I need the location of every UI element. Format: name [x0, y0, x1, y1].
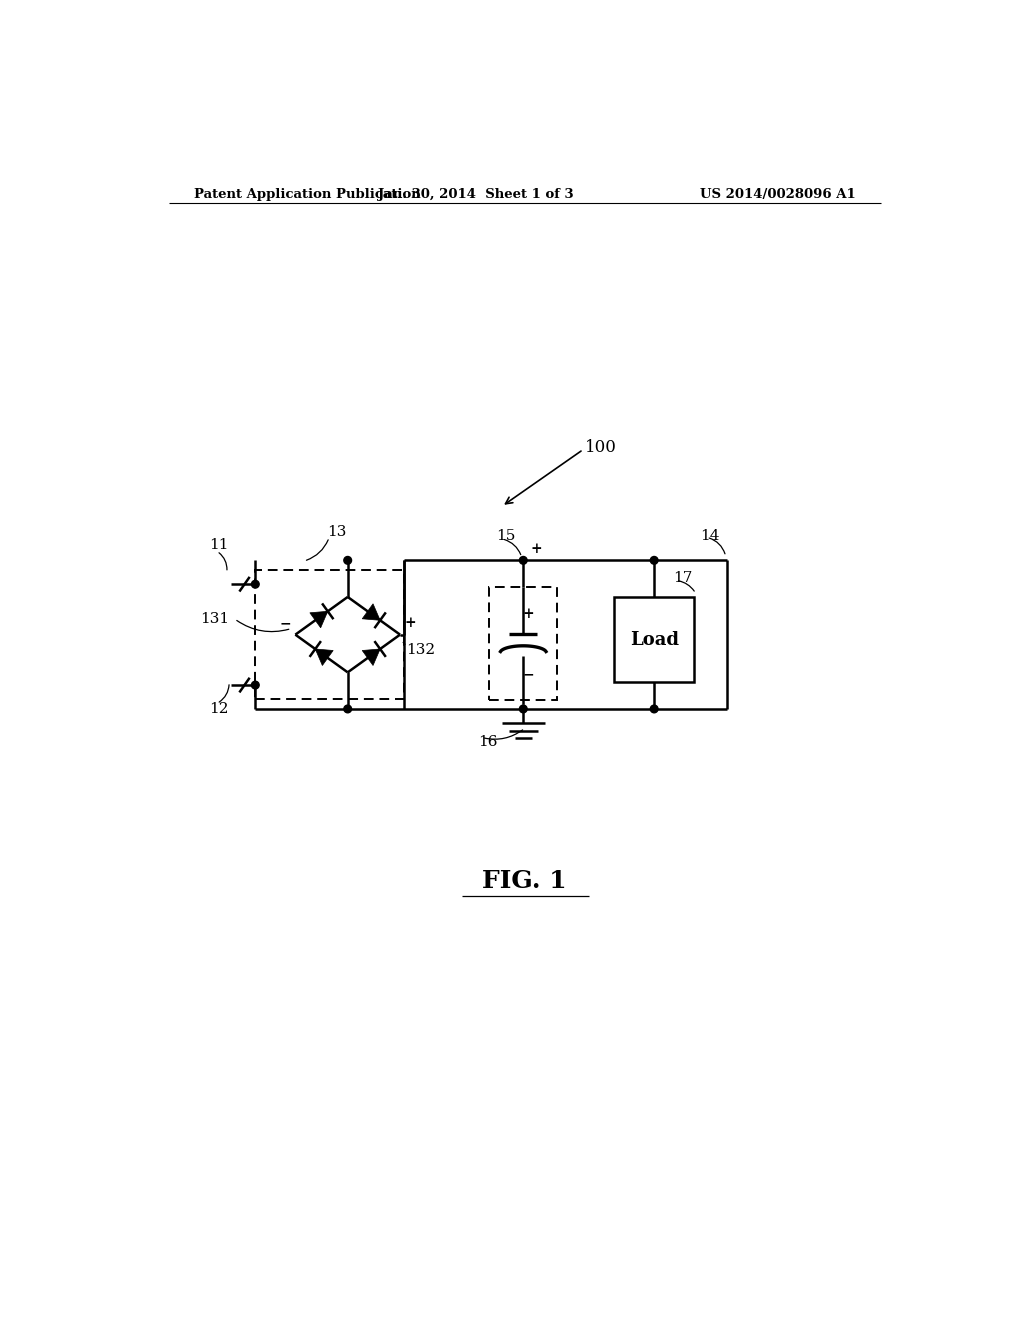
Text: −: − [522, 668, 534, 681]
Polygon shape [362, 649, 380, 665]
Polygon shape [315, 649, 333, 665]
Text: 132: 132 [407, 643, 435, 656]
Circle shape [650, 557, 658, 564]
Text: Load: Load [630, 631, 679, 648]
Text: 16: 16 [478, 735, 498, 748]
Circle shape [519, 557, 527, 564]
Circle shape [650, 705, 658, 713]
Text: Jan. 30, 2014  Sheet 1 of 3: Jan. 30, 2014 Sheet 1 of 3 [378, 187, 573, 201]
Text: 100: 100 [585, 438, 616, 455]
Polygon shape [310, 611, 328, 628]
Text: FIG. 1: FIG. 1 [482, 869, 567, 892]
Text: 17: 17 [674, 572, 693, 585]
Text: +: + [404, 616, 417, 630]
Text: 13: 13 [327, 525, 346, 539]
Circle shape [519, 705, 527, 713]
Text: 131: 131 [200, 612, 229, 626]
Circle shape [252, 681, 259, 689]
Text: +: + [522, 607, 534, 622]
Circle shape [344, 705, 351, 713]
Circle shape [252, 581, 259, 589]
Text: 12: 12 [209, 702, 228, 715]
Text: +: + [531, 541, 543, 556]
Polygon shape [362, 603, 380, 620]
Bar [255, 570, 403, 700]
Text: 11: 11 [209, 539, 228, 552]
Bar [489, 587, 557, 700]
Text: US 2014/0028096 A1: US 2014/0028096 A1 [700, 187, 856, 201]
Text: 15: 15 [497, 529, 516, 543]
Text: Patent Application Publication: Patent Application Publication [194, 187, 421, 201]
Text: −: − [280, 616, 291, 630]
Circle shape [344, 557, 351, 564]
Bar [614, 597, 694, 682]
Text: 14: 14 [700, 529, 720, 543]
